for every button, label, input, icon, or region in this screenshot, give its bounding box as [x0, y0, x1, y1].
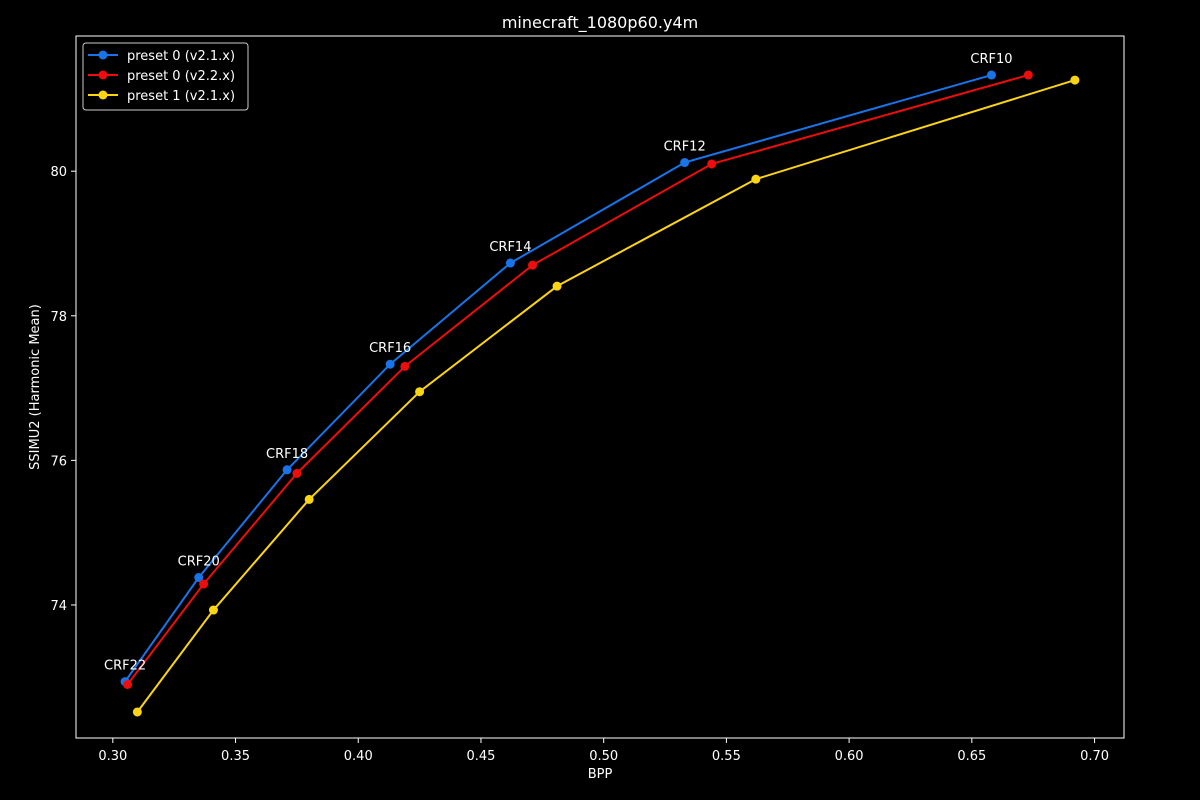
series-layer — [120, 70, 1080, 717]
data-point — [751, 174, 761, 184]
y-tick-label: 74 — [50, 599, 67, 614]
crf-annotation: CRF18 — [266, 447, 308, 462]
x-tick-label: 0.70 — [1080, 749, 1109, 764]
legend-marker — [98, 70, 108, 80]
data-point — [282, 465, 292, 475]
x-tick-label: 0.40 — [344, 749, 373, 764]
y-tick-label: 80 — [50, 165, 67, 180]
legend-box — [82, 42, 249, 111]
data-point — [199, 579, 209, 589]
chart-title: minecraft_1080p60.y4m — [502, 13, 698, 33]
crf-annotation: CRF22 — [104, 659, 146, 674]
y-axis-label: SSIMU2 (Harmonic Mean) — [28, 304, 43, 470]
x-axis-ticks: 0.30 0.35 0.40 0.45 0.50 0.55 0.60 0.65 0.70 — [98, 738, 1109, 764]
x-axis-label: BPP — [588, 767, 613, 782]
data-point — [986, 70, 996, 80]
legend-marker — [98, 50, 108, 60]
data-point — [400, 361, 410, 371]
legend-label: preset 0 (v2.2.x) — [127, 69, 235, 84]
data-point — [194, 573, 204, 583]
data-point — [1070, 75, 1080, 85]
x-tick-label: 0.65 — [957, 749, 986, 764]
crf-annotation: CRF12 — [664, 140, 706, 155]
legend-marker — [98, 90, 108, 100]
data-point — [385, 359, 395, 369]
crf-annotation: CRF20 — [178, 555, 220, 570]
data-point — [707, 159, 717, 169]
x-tick-label: 0.35 — [221, 749, 250, 764]
legend: preset 0 (v2.1.x) preset 0 (v2.2.x) preset… — [82, 42, 249, 111]
data-point — [528, 260, 538, 270]
data-point — [292, 468, 302, 478]
x-tick-label: 0.50 — [589, 749, 618, 764]
legend-label: preset 0 (v2.1.x) — [127, 49, 235, 64]
x-tick-label: 0.55 — [712, 749, 741, 764]
annotation-layer: CRF22 CRF20 CRF18 CRF16 CRF14 CRF12 CRF10 — [104, 52, 1013, 674]
plot-frame — [75, 35, 1125, 739]
legend-label: preset 1 (v2.1.x) — [127, 89, 235, 104]
data-point — [1023, 70, 1033, 80]
plot-area: 0.30 0.35 0.40 0.45 0.50 0.55 0.60 0.65 0.70 747… — [50, 35, 1125, 764]
data-point — [132, 707, 142, 717]
data-point — [552, 281, 562, 291]
x-tick-label: 0.30 — [98, 749, 127, 764]
data-point — [680, 158, 690, 168]
y-axis-ticks: 74 76 78 80 — [50, 165, 76, 614]
x-tick-label: 0.45 — [466, 749, 495, 764]
data-point — [415, 387, 425, 397]
data-point — [208, 605, 218, 615]
data-point — [123, 680, 133, 690]
crf-annotation: CRF16 — [369, 341, 411, 356]
data-point — [304, 494, 314, 504]
x-tick-label: 0.60 — [835, 749, 864, 764]
crf-annotation: CRF14 — [489, 240, 531, 255]
data-point — [505, 258, 515, 268]
y-tick-label: 78 — [50, 310, 67, 325]
y-tick-label: 76 — [50, 454, 67, 469]
crf-annotation: CRF10 — [970, 52, 1012, 67]
